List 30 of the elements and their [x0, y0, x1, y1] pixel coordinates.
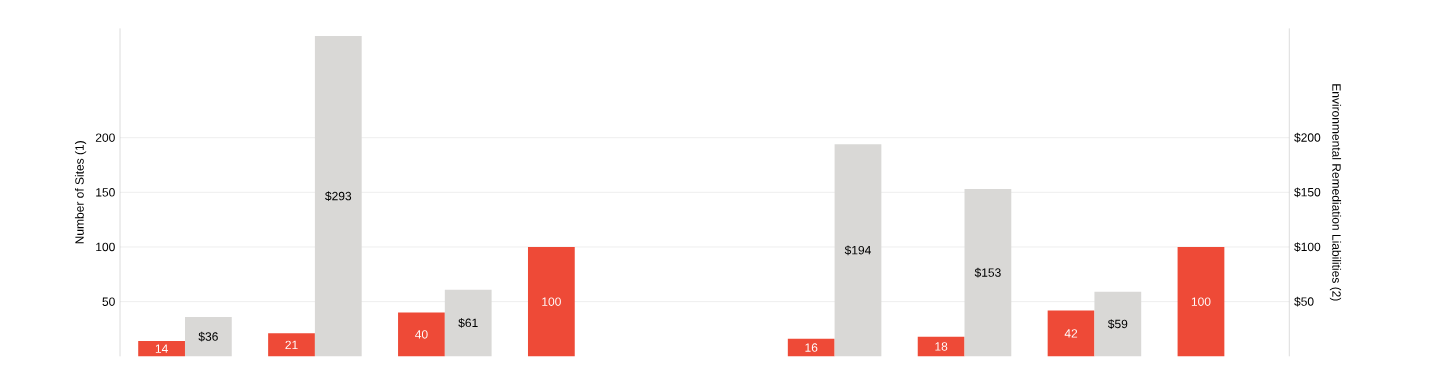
data-label: $61: [458, 318, 478, 328]
data-label: 16: [805, 343, 818, 352]
data-label: 21: [285, 340, 298, 350]
data-label: 18: [935, 342, 948, 351]
data-label: $59: [1107, 319, 1128, 329]
y-tick-label: 200: [95, 133, 115, 142]
data-label: 42: [1064, 329, 1078, 338]
bar: [268, 333, 315, 357]
data-label: $293: [325, 191, 352, 202]
data-label: $194: [844, 245, 871, 256]
y-tick-label: 50: [102, 297, 115, 306]
y2-tick-label: $200: [1294, 132, 1321, 143]
bar: [917, 336, 965, 357]
bar: [787, 338, 835, 357]
y-tick-label: 100: [96, 242, 115, 252]
y2-tick-label: $100: [1294, 242, 1321, 252]
y2-tick-label: $50: [1294, 296, 1314, 307]
y2-axis-title: Environmental Remediation Liabilities (2): [1329, 84, 1342, 301]
data-label: 100: [542, 297, 561, 306]
bar: [184, 316, 232, 357]
data-label: 14: [155, 344, 168, 353]
data-label: $153: [974, 267, 1001, 278]
data-label: 100: [1191, 297, 1211, 306]
y2-tick-label: $150: [1294, 187, 1321, 198]
bar: [527, 246, 575, 357]
data-label: $36: [198, 331, 218, 342]
y-axis-title: Number of Sites (1): [74, 141, 87, 244]
bar: [1177, 246, 1225, 357]
y-tick-label: 150: [96, 188, 115, 197]
data-label: 40: [415, 330, 428, 339]
